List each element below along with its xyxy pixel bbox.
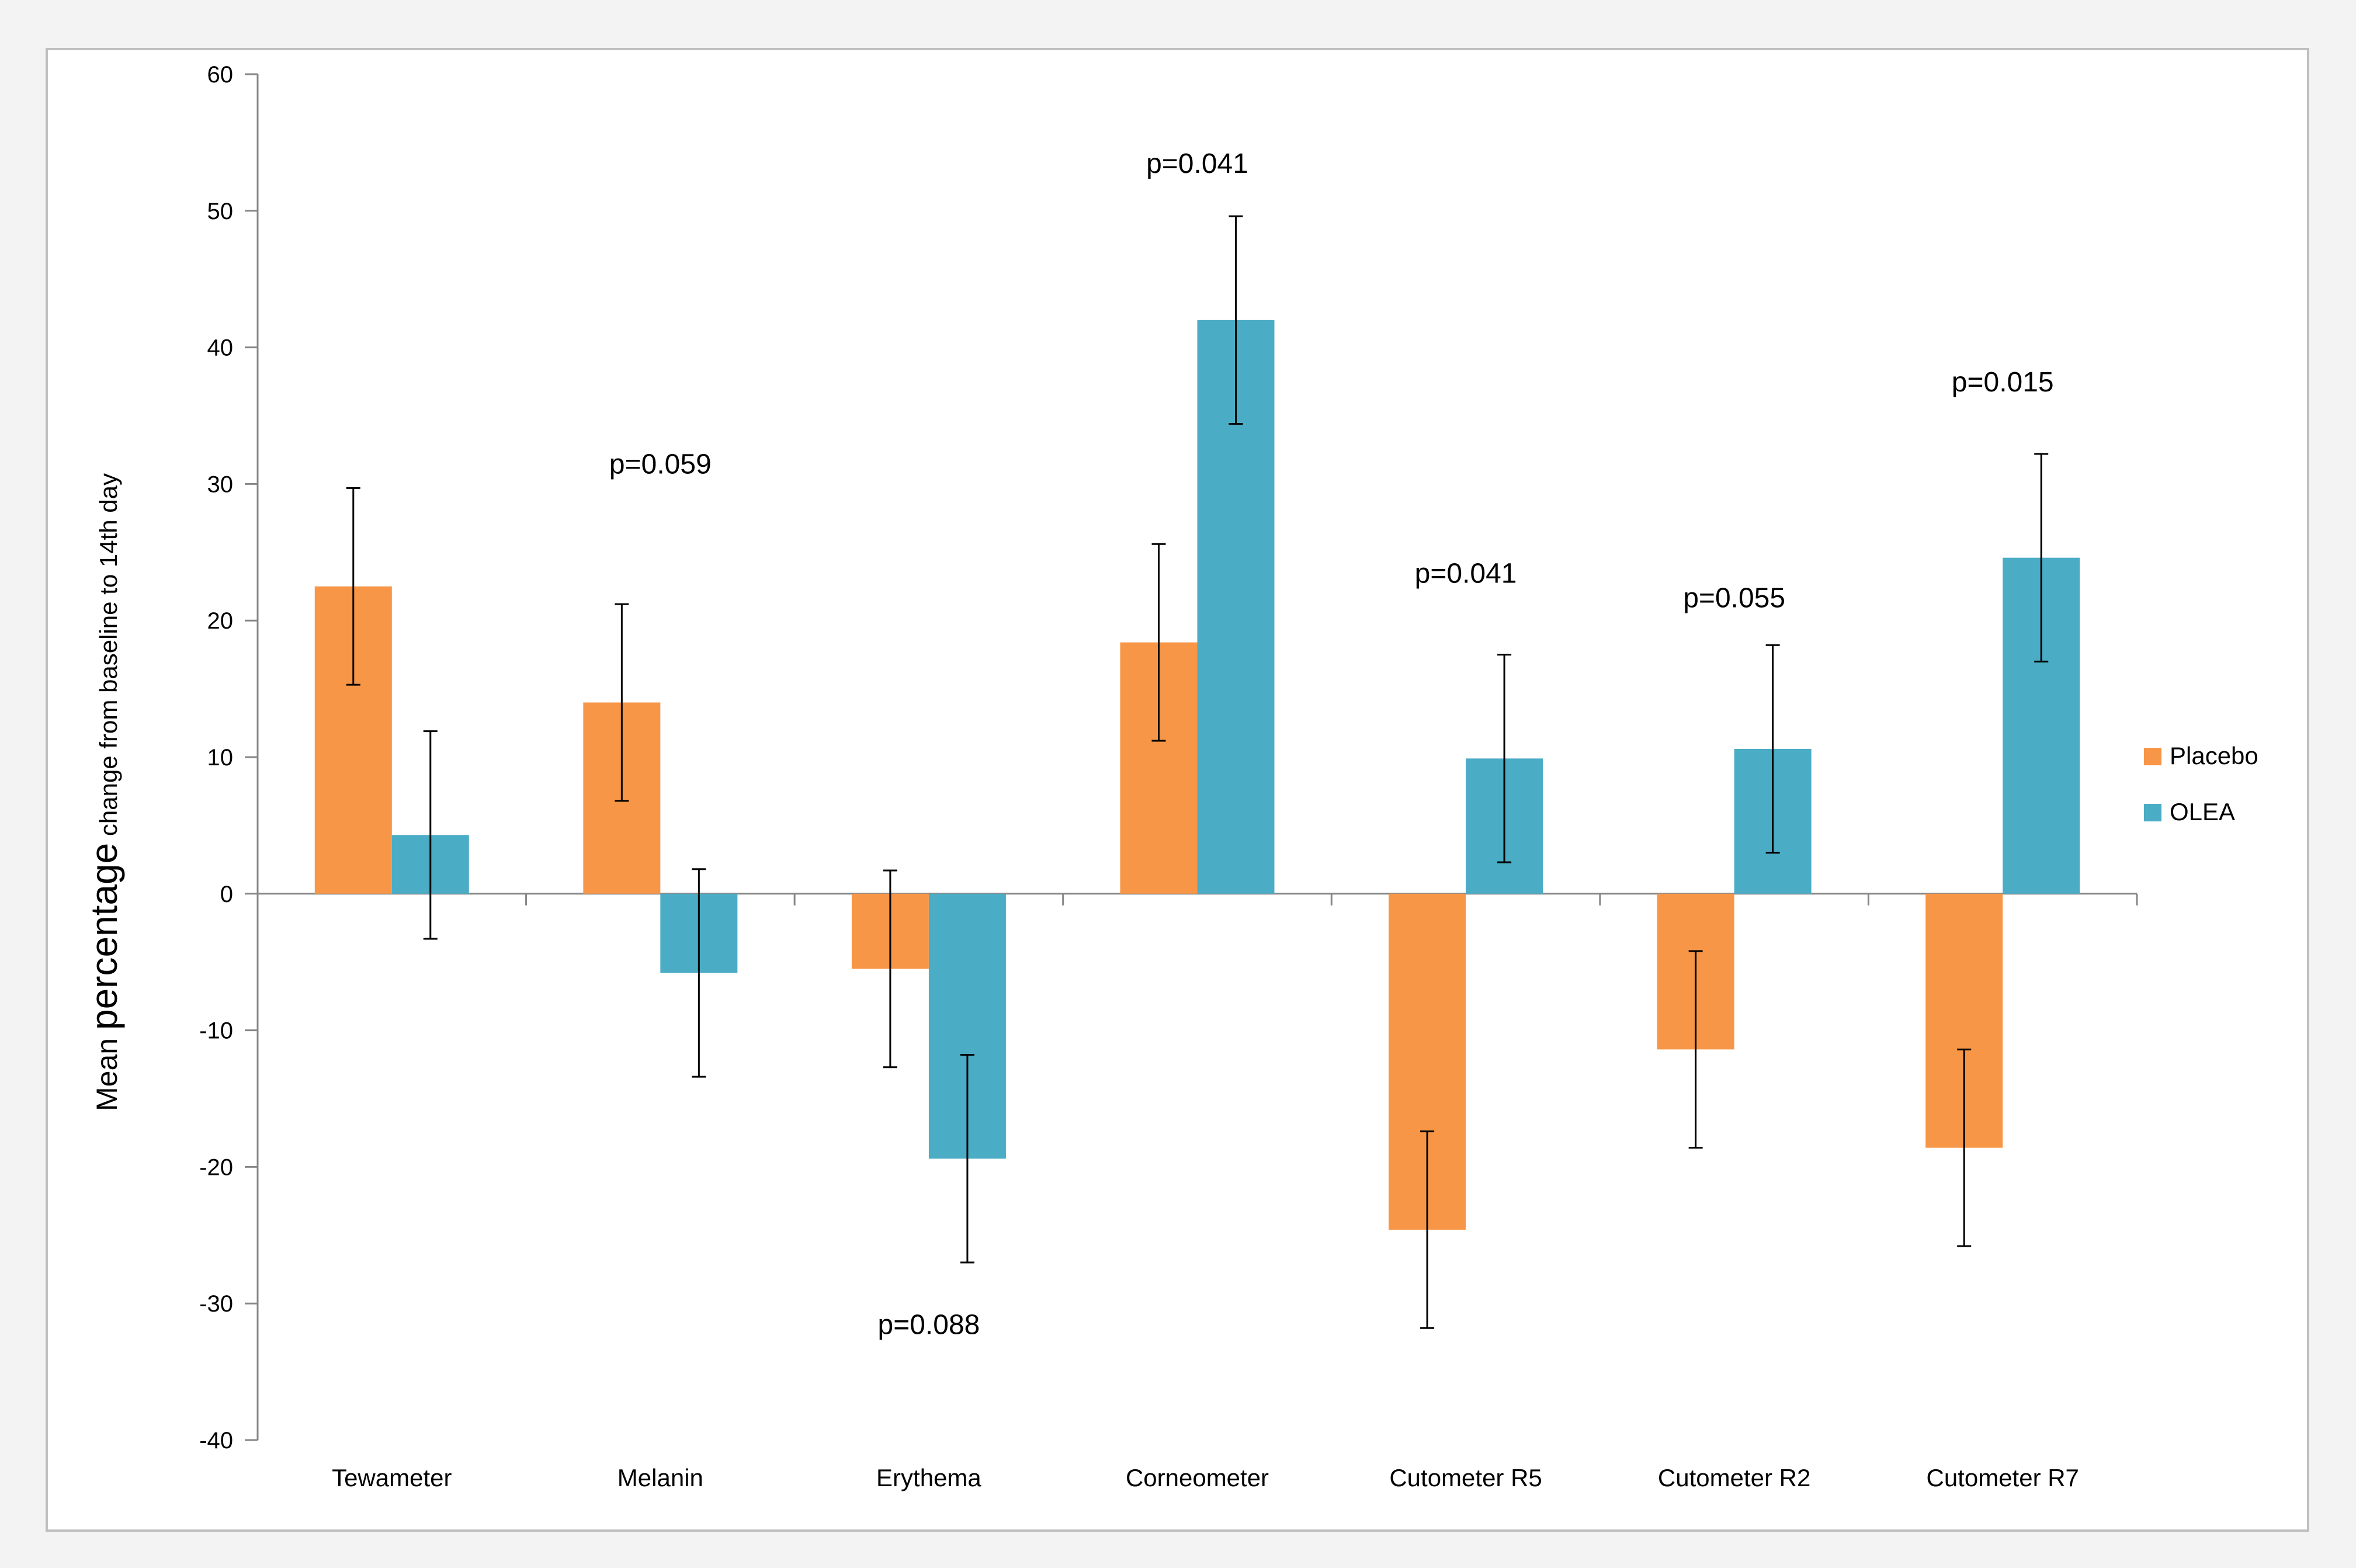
error-bar (1420, 1130, 1435, 1329)
error-bar (1765, 644, 1780, 854)
x-tick-label: Cutometer R5 (1389, 1464, 1542, 1491)
x-tick-label: Corneometer (1126, 1464, 1269, 1491)
y-tick-label: 20 (207, 608, 234, 634)
x-tick-label: Melanin (617, 1464, 703, 1491)
p-value-annotation: p=0.055 (1683, 582, 1785, 613)
y-tick-label: -10 (199, 1018, 233, 1044)
error-bar (1497, 654, 1512, 863)
error-bar (423, 730, 438, 940)
error-bar (615, 603, 629, 802)
y-tick-label: -40 (199, 1428, 233, 1453)
y-tick-label: 60 (207, 62, 234, 88)
p-value-annotation: p=0.041 (1146, 148, 1248, 179)
error-bar (960, 1054, 974, 1264)
y-tick-label: 50 (207, 199, 234, 224)
y-tick-label: 40 (207, 335, 234, 361)
y-tick-label: -20 (199, 1154, 233, 1180)
legend-swatch-olea (2144, 804, 2161, 821)
bar-layer (314, 320, 2080, 1230)
error-bar (346, 487, 360, 686)
y-axis-label: Mean percentage change from baseline to … (83, 473, 125, 1111)
error-bar (1229, 215, 1243, 425)
p-value-annotation: p=0.088 (878, 1309, 980, 1340)
legend-label-olea: OLEA (2170, 798, 2235, 825)
x-tick-label: Tewameter (332, 1464, 452, 1491)
error-bar (2034, 453, 2049, 662)
x-tick-label: Cutometer R2 (1658, 1464, 1810, 1491)
label-layer: 60 50 40 30 20 10 0 -10 -20 -30 -40 Tewameter Melani… (83, 62, 2079, 1491)
x-tick-label: Erythema (876, 1464, 981, 1491)
error-bar (883, 869, 897, 1069)
p-value-annotation: p=0.015 (1952, 367, 2054, 398)
legend-label-placebo: Placebo (2170, 742, 2258, 769)
y-tick-label: 10 (207, 745, 234, 771)
error-bar-layer (346, 215, 2049, 1329)
error-bar (1688, 950, 1703, 1149)
p-value-annotation: p=0.059 (609, 449, 712, 480)
x-tick-label: Cutometer R7 (1926, 1464, 2079, 1491)
y-tick-label: 30 (207, 471, 234, 497)
y-tick-label: -30 (199, 1291, 233, 1317)
error-bar (692, 868, 706, 1078)
error-bar (1957, 1048, 1972, 1247)
legend: Placebo OLEA (2144, 742, 2258, 825)
error-bar (1151, 543, 1166, 742)
legend-swatch-placebo (2144, 748, 2161, 765)
y-tick-label: 0 (220, 882, 233, 907)
p-value-annotation: p=0.041 (1415, 558, 1517, 589)
